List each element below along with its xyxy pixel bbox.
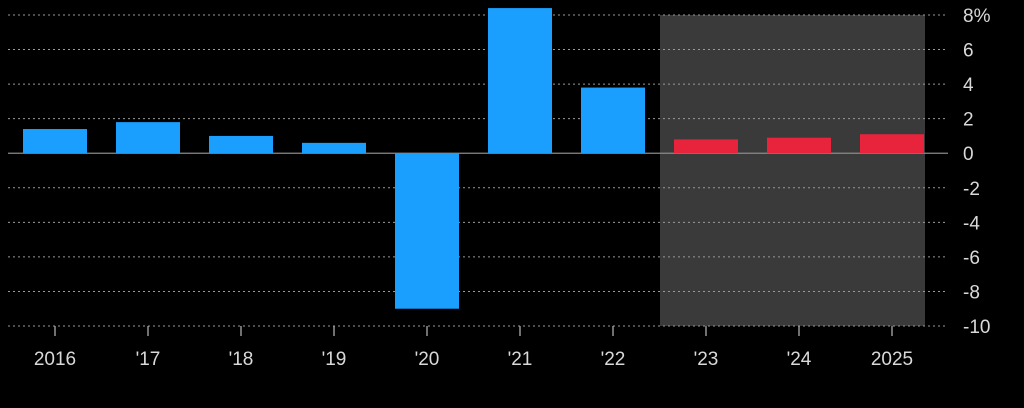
bars	[23, 8, 924, 309]
y-tick-label: 8%	[963, 6, 991, 27]
x-tick-label: '21	[508, 349, 533, 370]
y-tick-label: -4	[963, 213, 980, 234]
x-axis-ticks: 2016 '17 '18 '19 '20 '21 '22 '23 '24 2025	[34, 326, 913, 370]
x-tick-label: '24	[787, 349, 812, 370]
y-tick-label: -2	[963, 179, 980, 200]
bar-forecast	[860, 134, 924, 154]
bar-forecast	[767, 137, 831, 154]
y-tick-label: 6	[963, 41, 974, 62]
y-tick-label: 4	[963, 75, 974, 96]
y-tick-label: -10	[963, 317, 990, 338]
bar-actual	[116, 122, 180, 154]
bar-actual	[488, 8, 552, 154]
gridlines	[8, 14, 948, 327]
bar-actual	[581, 87, 645, 154]
x-tick-label: 2025	[871, 349, 913, 370]
bar-forecast	[674, 139, 738, 154]
x-tick-label: '18	[229, 349, 254, 370]
bar-actual	[209, 135, 273, 154]
x-tick-label: '20	[415, 349, 440, 370]
bar-actual	[395, 153, 459, 309]
x-tick-label: '23	[694, 349, 719, 370]
x-tick-label: '22	[601, 349, 626, 370]
y-axis-ticks: 8% 6 4 2 0 -2 -4 -6 -8 -10	[963, 6, 991, 338]
y-tick-label: -8	[963, 282, 980, 303]
y-tick-label: -6	[963, 248, 980, 269]
x-tick-label: '19	[322, 349, 347, 370]
x-tick-label: 2016	[34, 349, 76, 370]
forecast-shading-layer	[660, 15, 925, 326]
forecast-shaded-region	[660, 15, 925, 326]
bar-actual	[302, 142, 366, 154]
y-tick-label: 2	[963, 110, 974, 131]
y-tick-label: 0	[963, 144, 974, 165]
bar-actual	[23, 129, 87, 154]
x-tick-label: '17	[136, 349, 161, 370]
